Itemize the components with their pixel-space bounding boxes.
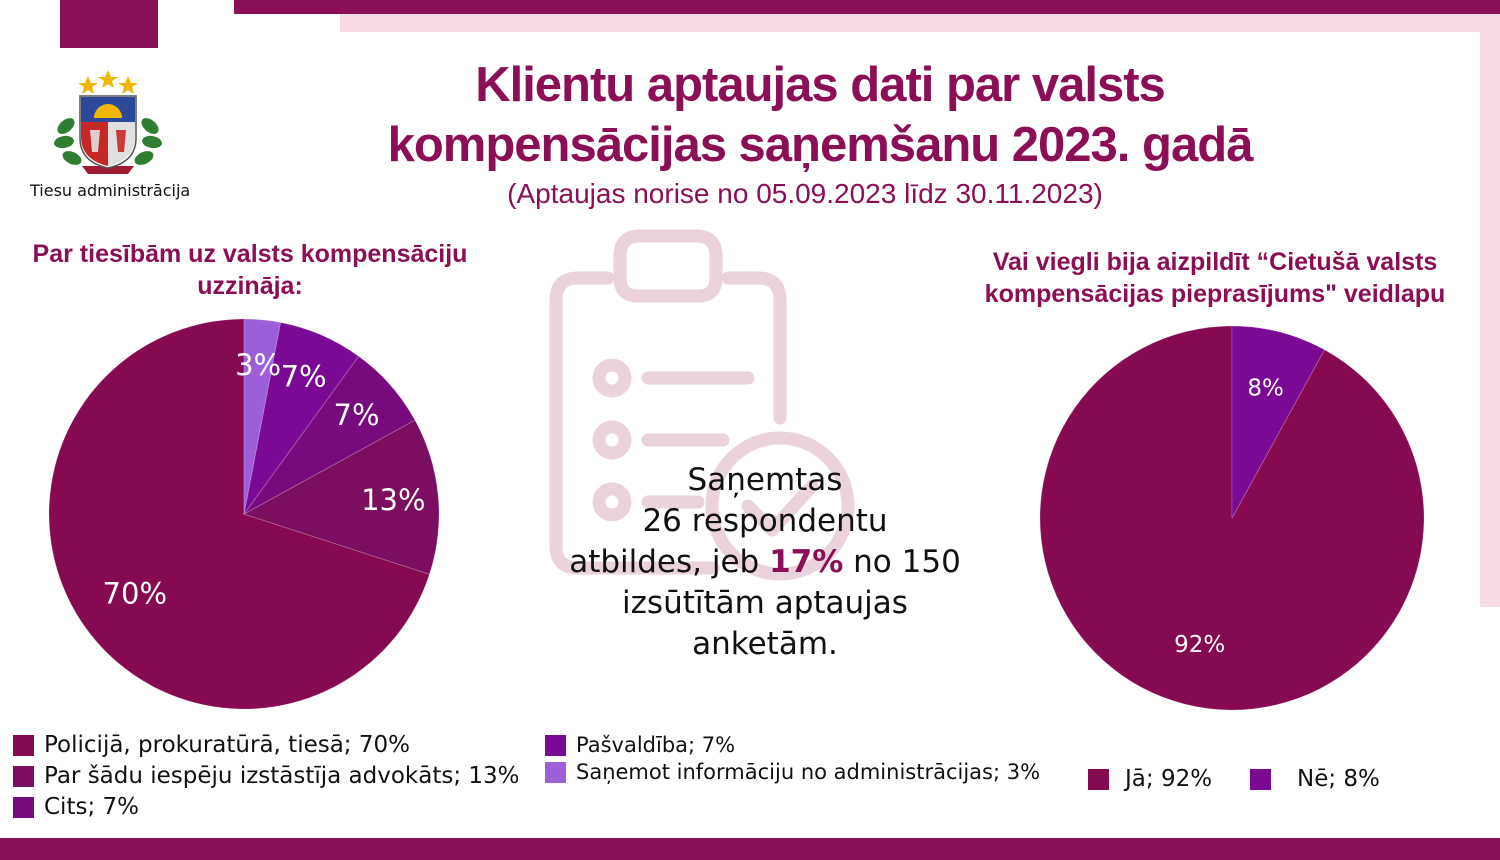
legend-item-cits: Cits; 7% — [13, 794, 139, 820]
left-pie-slice-label-1: 13% — [361, 483, 425, 517]
right-pie-chart: 92% 8% — [1039, 325, 1425, 711]
legend-item-administracija: Saņemot informāciju no administrācijas; … — [545, 760, 1040, 784]
top-accent-bar — [234, 0, 1500, 14]
legend-item-ne: Nē; 8% — [1250, 766, 1380, 792]
legend-swatch — [1250, 768, 1271, 790]
left-chart-title: Par tiesībām uz valsts kompensāciju uzzi… — [0, 238, 500, 302]
left-pie-slice-label-4: 3% — [235, 348, 281, 382]
right-chart-title-line-2: kompensācijas pieprasījums" veidlapu — [984, 280, 1446, 308]
left-pie-slice-2 — [243, 355, 416, 515]
clipboard-check-icon — [549, 229, 855, 581]
right-pie-slice-0 — [1039, 325, 1425, 711]
legend-swatch — [13, 765, 34, 787]
response-rate-highlight: 17% — [769, 544, 844, 580]
legend-item-policija: Policijā, prokuratūrā, tiesā; 70% — [13, 732, 410, 758]
organization-name: Tiesu administrācija — [30, 181, 191, 200]
summary-line-1: Saņemtas — [687, 462, 843, 498]
legend-item-ja: Jā; 92% — [1088, 766, 1212, 792]
legend-label: Pašvaldība; 7% — [576, 733, 736, 757]
left-pie-slice-label-3: 7% — [281, 359, 327, 393]
coat-of-arms-logo — [54, 70, 162, 174]
legend-swatch — [545, 734, 566, 756]
legend-swatch — [545, 761, 566, 783]
right-pie-slice-label-0: 92% — [1174, 632, 1225, 658]
left-pie-slice-4 — [243, 318, 282, 515]
legend-item-pasvaldiba: Pašvaldība; 7% — [545, 733, 735, 757]
left-pie-chart: 70%13%7%7%3% — [48, 318, 440, 710]
title-line-2: kompensācijas saņemšanu 2023. gadā — [387, 118, 1254, 172]
legend-swatch — [13, 734, 34, 756]
top-pink-band — [340, 14, 1500, 32]
left-pie-slice-1 — [242, 419, 440, 575]
left-pie-slice-0 — [48, 318, 431, 710]
right-chart-title: Vai viegli bija aizpildīt “Cietušā valst… — [960, 246, 1470, 310]
legend-item-advokats: Par šādu iespēju izstāstīja advokāts; 13… — [13, 763, 520, 789]
legend-label: Nē; 8% — [1297, 766, 1380, 792]
summary-line-4: izsūtītām aptaujas — [622, 585, 908, 621]
right-pink-band — [1480, 32, 1500, 607]
title-line-1: Klientu aptaujas dati par valsts — [475, 58, 1166, 112]
left-chart-title-line-1: Par tiesībām uz valsts kompensāciju — [32, 240, 468, 268]
summary-line-3: atbildes, jeb 17% no 150 — [540, 542, 990, 583]
summary-line-3-post: no 150 — [843, 544, 961, 580]
summary-line-5: anketām. — [692, 626, 838, 662]
right-chart-title-line-1: Vai viegli bija aizpildīt “Cietušā valst… — [992, 248, 1438, 276]
legend-label: Cits; 7% — [44, 794, 139, 820]
left-pie-slice-label-2: 7% — [334, 398, 380, 432]
page-subtitle: (Aptaujas norise no 05.09.2023 līdz 30.1… — [507, 178, 1103, 209]
left-pie-slice-3 — [243, 321, 360, 515]
summary-line-3-pre: atbildes, jeb — [569, 544, 770, 580]
page-title: Klientu aptaujas dati par valsts kompens… — [250, 55, 1390, 175]
legend-label: Policijā, prokuratūrā, tiesā; 70% — [44, 732, 410, 758]
legend-swatch — [1088, 768, 1109, 790]
right-pie-slice-label-1: 8% — [1247, 375, 1284, 401]
legend-label: Par šādu iespēju izstāstīja advokāts; 13… — [44, 763, 520, 789]
left-pie-slice-label-0: 70% — [103, 577, 167, 611]
legend-swatch — [13, 796, 34, 818]
summary-line-2: 26 respondentu — [642, 503, 888, 539]
legend-label: Saņemot informāciju no administrācijas; … — [576, 760, 1041, 784]
top-left-accent-block — [60, 0, 158, 48]
bottom-accent-bar — [0, 838, 1500, 860]
left-chart-title-line-2: uzzināja: — [197, 272, 303, 300]
legend-label: Jā; 92% — [1125, 766, 1213, 792]
response-summary: Saņemtas 26 respondentu atbildes, jeb 17… — [540, 460, 990, 665]
right-pie-slice-1 — [1231, 325, 1326, 519]
